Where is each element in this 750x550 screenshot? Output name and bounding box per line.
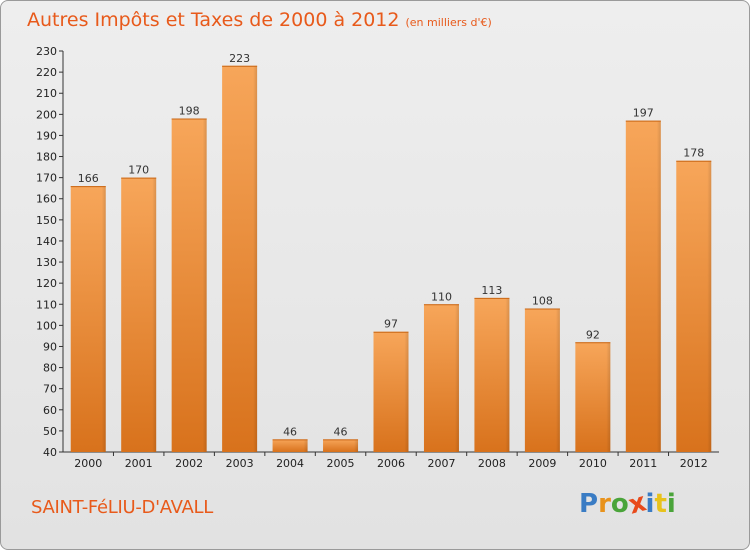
bar-value-label: 198 — [179, 105, 200, 118]
x-tick-label: 2012 — [680, 457, 708, 470]
x-tick-label: 2011 — [629, 457, 657, 470]
x-tick-label: 2010 — [579, 457, 607, 470]
bar-shade — [505, 297, 510, 452]
x-tick-label: 2003 — [226, 457, 254, 470]
y-tick-label: 140 — [36, 235, 57, 248]
x-axis-ticks: 2000 2001 2002 2003 2004 2005 2006 2007 2008 2009… — [74, 452, 708, 470]
bar — [625, 120, 661, 452]
bars — [70, 65, 712, 453]
logo-letter: o — [610, 489, 629, 519]
bar — [373, 331, 409, 452]
title-text: Autres Impôts et Taxes de 2000 à 2012 — [27, 9, 400, 31]
y-tick-label: 120 — [36, 277, 57, 290]
bar — [474, 297, 510, 452]
bar — [575, 342, 611, 452]
y-tick-label: 220 — [36, 66, 57, 79]
bar-shade — [354, 439, 359, 452]
y-tick-label: 170 — [36, 172, 57, 185]
bar — [70, 186, 106, 453]
y-tick-label: 200 — [36, 108, 57, 121]
bar — [323, 439, 359, 452]
logo-letter: t — [654, 489, 667, 519]
proxiti-logo: Proxiti — [579, 487, 676, 520]
place-name: SAINT-FéLIU-D'AVALL — [31, 497, 213, 518]
bar-value-label: 197 — [633, 107, 654, 120]
bar — [676, 160, 712, 452]
bar-shade — [101, 186, 106, 453]
chart-subtitle: (en milliers d'€) — [405, 16, 492, 29]
bar-shade — [606, 342, 611, 452]
y-tick-label: 130 — [36, 256, 57, 269]
x-tick-label: 2005 — [327, 457, 355, 470]
bar-value-label: 113 — [481, 284, 502, 297]
y-tick-label: 110 — [36, 298, 57, 311]
bar-value-label: 108 — [532, 294, 553, 307]
bar — [524, 308, 560, 452]
y-tick-label: 230 — [36, 45, 57, 58]
bar-value-label: 166 — [78, 172, 99, 185]
bar-value-label: 223 — [229, 52, 250, 65]
y-tick-label: 160 — [36, 193, 57, 206]
logo-letter: i — [666, 489, 676, 519]
bar-value-label: 110 — [431, 290, 452, 303]
bar-shade — [152, 177, 157, 452]
bar-shade — [454, 304, 459, 452]
y-tick-label: 90 — [43, 340, 57, 353]
y-tick-label: 100 — [36, 319, 57, 332]
x-tick-label: 2009 — [528, 457, 556, 470]
y-tick-label: 70 — [43, 383, 57, 396]
y-axis-ticks: 40 50 60 70 80 90 100 110 120 130 140 150 160 170 180 1… — [36, 45, 63, 459]
y-tick-label: 60 — [43, 404, 57, 417]
y-tick-label: 180 — [36, 151, 57, 164]
logo-letter: i — [645, 489, 655, 519]
bar — [171, 118, 207, 453]
logo-letter: r — [598, 489, 611, 519]
bar-shade — [707, 160, 712, 452]
bar-shade — [404, 331, 409, 452]
data-labels: 166 170 198 223 46 46 97 110 113 108 92 197 178 — [78, 52, 705, 439]
bar-value-label: 46 — [334, 425, 348, 438]
bar-value-label: 178 — [683, 147, 704, 160]
bar — [222, 65, 258, 452]
x-tick-label: 2002 — [175, 457, 203, 470]
bar — [272, 439, 308, 452]
bar-shade — [202, 118, 207, 453]
y-tick-label: 80 — [43, 362, 57, 375]
logo-letter: P — [579, 489, 599, 519]
y-tick-label: 150 — [36, 214, 57, 227]
bar-shade — [253, 65, 258, 452]
bar — [423, 304, 459, 452]
bar-shade — [555, 308, 560, 452]
x-tick-label: 2001 — [125, 457, 153, 470]
y-tick-label: 210 — [36, 87, 57, 100]
y-tick-label: 50 — [43, 425, 57, 438]
bar — [121, 177, 157, 452]
x-tick-label: 2004 — [276, 457, 304, 470]
bar-shade — [303, 439, 308, 452]
y-tick-label: 190 — [36, 129, 57, 142]
y-tick-label: 40 — [43, 446, 57, 459]
bar-value-label: 46 — [283, 425, 297, 438]
bar-value-label: 92 — [586, 328, 600, 341]
x-tick-label: 2008 — [478, 457, 506, 470]
x-tick-label: 2006 — [377, 457, 405, 470]
bar-value-label: 170 — [128, 164, 149, 177]
x-tick-label: 2000 — [74, 457, 102, 470]
bar-value-label: 97 — [384, 318, 398, 331]
x-tick-label: 2007 — [427, 457, 455, 470]
chart-title: Autres Impôts et Taxes de 2000 à 2012 (en… — [27, 9, 492, 31]
bar-shade — [656, 120, 661, 452]
